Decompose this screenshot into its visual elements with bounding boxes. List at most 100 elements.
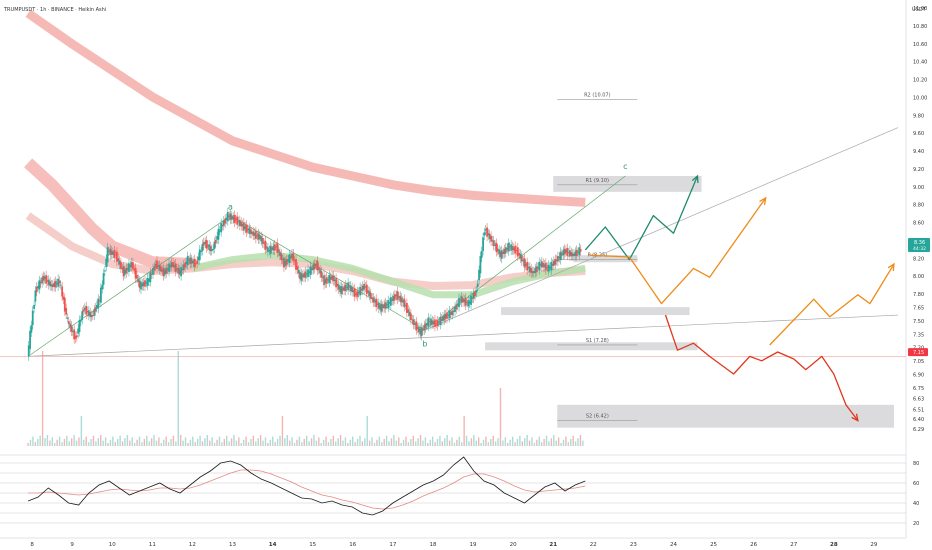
candle-body [526, 261, 529, 271]
price-tick: 8.80 [913, 203, 924, 209]
projection-orange-b [769, 263, 895, 346]
volume-bar [238, 437, 240, 446]
volume-bar [187, 443, 189, 446]
candle-body [538, 261, 541, 271]
candle-body [233, 215, 236, 223]
volume-bar [73, 435, 75, 446]
candle-body [34, 290, 37, 302]
zone-3 [485, 342, 698, 351]
candle-body [482, 237, 484, 252]
volume-bar [141, 442, 143, 446]
candle-body [559, 251, 562, 261]
candle-body [357, 291, 360, 294]
candle-body [109, 248, 112, 256]
candle-body [463, 299, 466, 303]
price-tick: 6.75 [913, 386, 924, 392]
candle-body [516, 247, 519, 257]
volume-bar [192, 436, 194, 446]
price-axis[interactable]: 11.00 10.80 10.60 10.40 10.20 10.00 9.80 9.60 9.… [908, 6, 930, 433]
volume-bar [349, 439, 351, 446]
candle-body [75, 335, 78, 338]
volume-bar [514, 442, 516, 446]
volume-bar [402, 439, 405, 446]
candle-body [142, 282, 145, 287]
candle-body [555, 259, 558, 262]
time-tick: 23 [630, 542, 637, 548]
volume-bar [327, 442, 330, 446]
candle-body [222, 220, 225, 227]
volume-bar [519, 435, 521, 446]
candle-body [388, 302, 391, 304]
candle-body [168, 263, 170, 272]
candle-body [78, 319, 81, 333]
volume-bar [446, 435, 448, 446]
candle-body [297, 270, 300, 274]
volume-bar [337, 438, 339, 446]
candle-body [384, 302, 387, 309]
volume-bar [112, 436, 114, 446]
candle-body [51, 284, 54, 288]
volume-bar [245, 436, 247, 446]
volume-bar [468, 441, 470, 446]
candle-body [261, 238, 264, 244]
volume-bar [257, 438, 259, 446]
candle-body [29, 330, 31, 349]
candle-body [31, 310, 34, 326]
time-tick: 17 [389, 542, 396, 548]
candle-body [43, 276, 46, 279]
volume-bar [448, 440, 451, 446]
candle-body [213, 241, 216, 249]
candle-body [399, 295, 402, 302]
volume-bar [138, 436, 141, 446]
candle-body [546, 266, 549, 268]
volume-bar [148, 441, 150, 446]
volume-bar [66, 435, 68, 446]
candle-body [273, 244, 276, 251]
volume-bar [582, 440, 584, 446]
candle-body [331, 275, 333, 280]
candle-body [535, 266, 538, 272]
candle-body [180, 267, 182, 277]
volume-bar [109, 439, 112, 446]
volume-bar [342, 440, 344, 446]
candle-body [204, 241, 207, 244]
current-price-tag [908, 348, 928, 357]
volume-bar [267, 443, 269, 446]
time-axis[interactable]: 8 9 10 11 12 13 14 15 16 17 18 19 20 21 22 23 24 25 26 27 28… [30, 542, 878, 548]
candle-body [253, 232, 256, 236]
candle-body [280, 253, 283, 260]
price-tick: 9.20 [913, 167, 924, 173]
candle-body [83, 307, 86, 310]
volume-bar [124, 438, 126, 446]
candle-body [301, 274, 304, 278]
trend-lines[interactable] [0, 127, 906, 357]
candle-body [550, 261, 553, 271]
candle-body [476, 283, 479, 287]
candle-body [470, 295, 472, 305]
volume-bar [344, 437, 347, 446]
candle-body [308, 271, 311, 273]
candle-body [578, 247, 581, 256]
candle-body [369, 293, 372, 299]
candle-body [365, 284, 368, 294]
candle-body [30, 325, 33, 333]
candle-body [287, 259, 289, 262]
volume-bar [335, 441, 337, 446]
candle-body [448, 310, 451, 319]
candle-body [327, 279, 329, 281]
volume-bar [385, 435, 388, 446]
volume-bar [51, 437, 53, 446]
candle-body [567, 252, 570, 254]
candle-body [315, 264, 317, 266]
volume-bar [315, 440, 318, 446]
volume-bar [579, 435, 582, 446]
candle-body [494, 244, 496, 246]
candle-body [205, 239, 208, 249]
volume-bar [366, 416, 368, 446]
candle-body [343, 286, 345, 291]
volume-bar [383, 439, 385, 446]
projection-paths[interactable] [584, 174, 895, 422]
candle-body [321, 276, 324, 278]
symbol-legend[interactable]: TRUMPUSDT · 1h · BINANCE · Heikin Ashi [3, 7, 106, 13]
